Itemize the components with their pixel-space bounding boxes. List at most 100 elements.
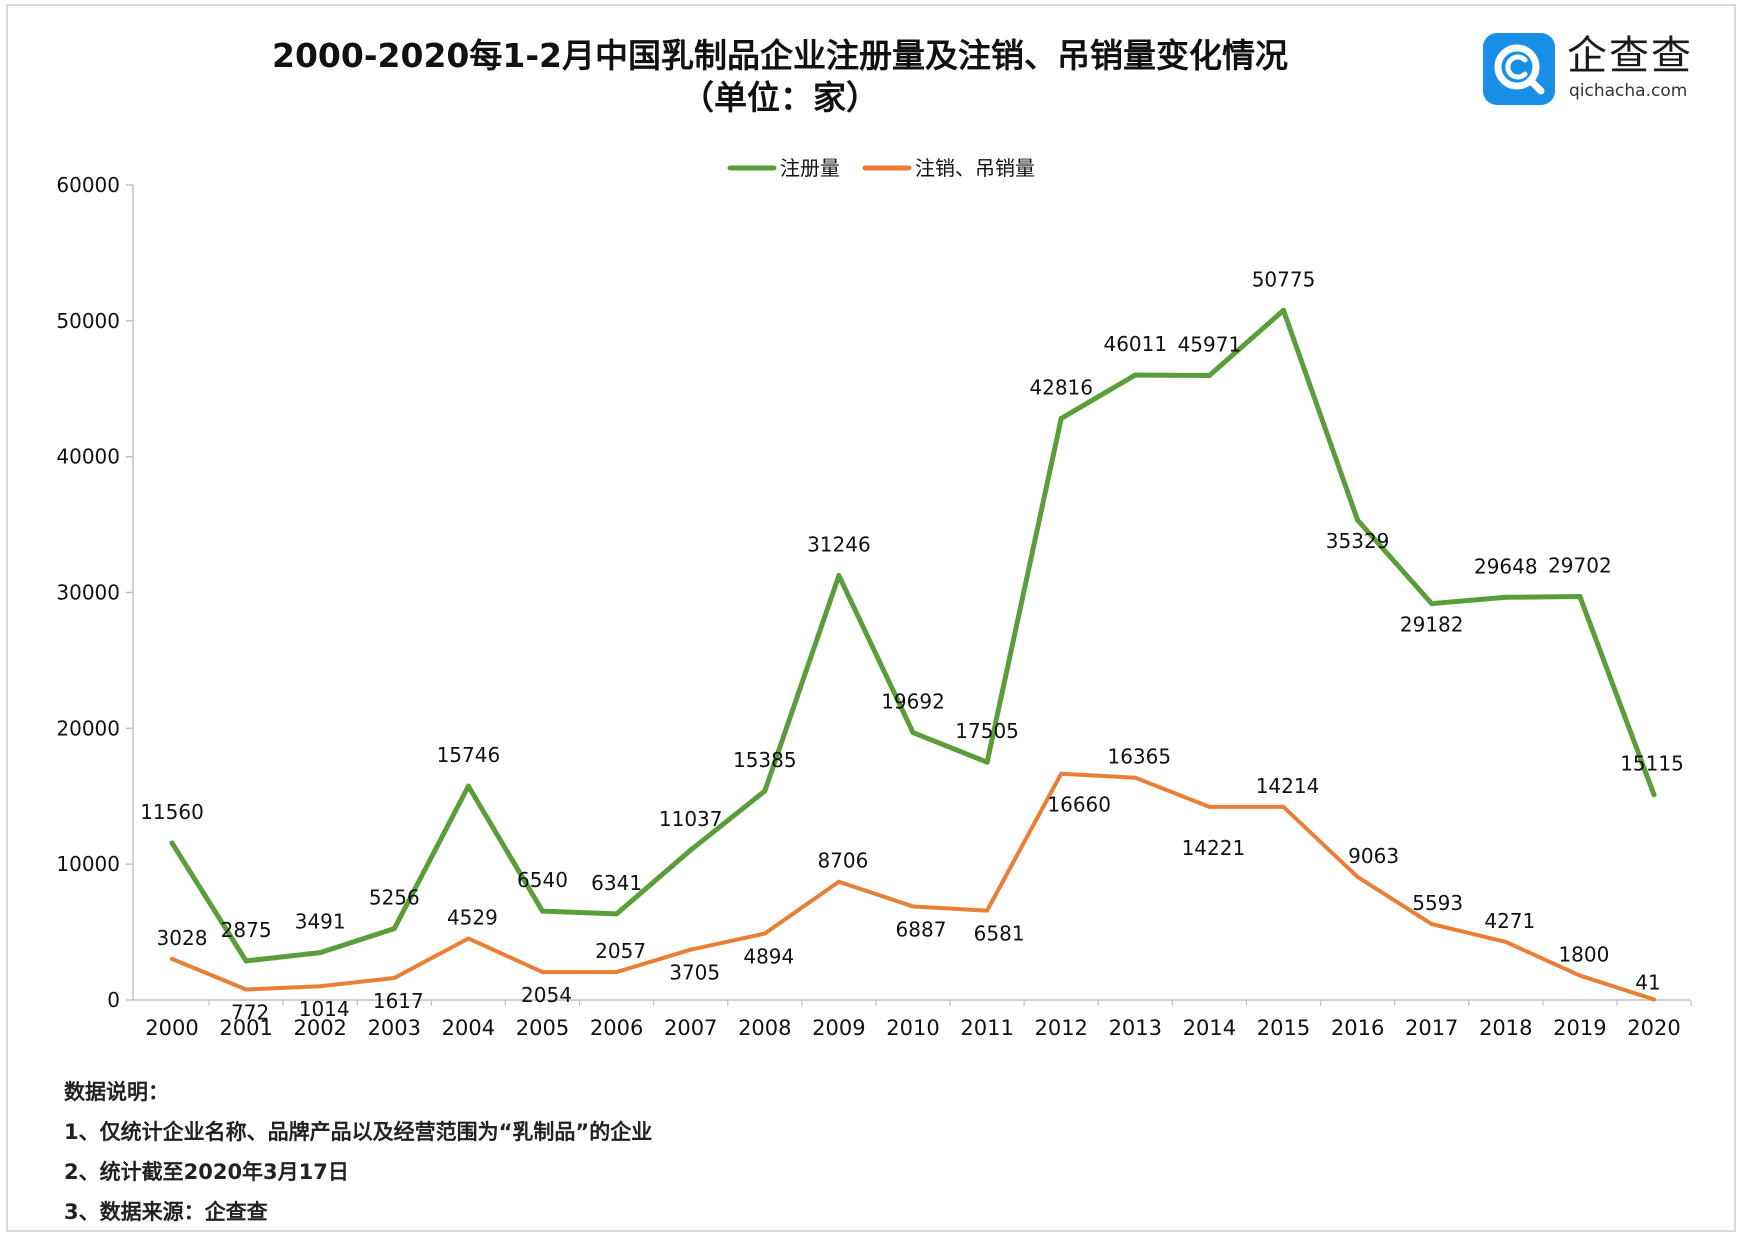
data-point	[1652, 997, 1656, 1002]
data-label-registration: 15115	[1620, 752, 1684, 776]
x-tick-label: 2013	[1109, 1016, 1162, 1040]
x-tick-label: 2006	[590, 1016, 643, 1040]
data-label-registration: 29702	[1548, 554, 1612, 578]
data-label-registration: 15385	[733, 748, 797, 772]
x-tick-label: 2012	[1034, 1016, 1087, 1040]
x-tick-label: 2015	[1257, 1016, 1310, 1040]
data-point	[614, 911, 620, 917]
legend-label-cancellation: 注销、吊销量	[915, 156, 1035, 180]
data-label-registration: 15746	[437, 743, 501, 767]
data-point	[1355, 517, 1361, 523]
x-tick-label: 2011	[960, 1016, 1013, 1040]
data-point	[1429, 922, 1434, 927]
data-label-cancellation: 4271	[1484, 909, 1535, 933]
data-label-registration: 17505	[955, 719, 1019, 743]
data-point	[318, 984, 323, 989]
note-item-1: 1、仅统计企业名称、品牌产品以及经营范围为“乳制品”的企业	[64, 1120, 653, 1144]
x-tick-label: 2007	[664, 1016, 717, 1040]
logo-url: qichacha.com	[1569, 81, 1688, 101]
data-point	[392, 976, 397, 981]
data-label-registration: 50775	[1252, 267, 1316, 291]
y-tick-label: 30000	[56, 581, 120, 605]
data-point	[836, 879, 841, 884]
data-point	[910, 730, 916, 736]
data-point	[1503, 594, 1509, 600]
data-label-cancellation: 9063	[1348, 844, 1399, 868]
x-tick-label: 2004	[442, 1016, 495, 1040]
data-label-registration: 5256	[369, 886, 420, 910]
data-point	[985, 908, 990, 913]
data-point	[169, 840, 175, 846]
data-point	[1281, 307, 1286, 313]
logo-name: 企查查	[1567, 33, 1693, 79]
data-label-registration: 6540	[517, 868, 568, 892]
note-item-2: 2、统计截至2020年3月17日	[64, 1160, 349, 1184]
data-label-cancellation: 8706	[817, 849, 868, 873]
data-point	[984, 759, 990, 765]
data-label-registration: 46011	[1103, 332, 1167, 356]
y-tick-label: 60000	[56, 173, 120, 197]
y-tick-label: 10000	[56, 852, 120, 876]
legend-label-registration: 注册量	[780, 156, 840, 180]
data-point	[1429, 601, 1435, 607]
data-point	[836, 573, 842, 579]
data-point	[762, 931, 767, 936]
x-tick-label: 2010	[886, 1016, 939, 1040]
data-label-cancellation: 6887	[896, 917, 947, 941]
y-tick-label: 40000	[56, 445, 120, 469]
data-point	[540, 908, 545, 914]
y-tick-label: 50000	[56, 309, 120, 333]
x-tick-label: 2005	[516, 1016, 569, 1040]
data-point	[1132, 372, 1138, 378]
x-tick-label: 2016	[1331, 1016, 1384, 1040]
data-point	[614, 970, 619, 975]
x-tick-label: 2000	[145, 1016, 198, 1040]
data-label-registration: 6341	[591, 871, 642, 895]
logo-badge	[1483, 33, 1555, 105]
data-point	[1207, 804, 1212, 809]
data-label-cancellation: 14221	[1182, 836, 1246, 860]
x-tick-label: 2009	[812, 1016, 865, 1040]
data-label-registration: 19692	[881, 690, 945, 714]
chart-subtitle-unit: （单位：家）	[681, 78, 879, 117]
data-label-cancellation: 4894	[743, 945, 794, 969]
x-tick-label: 2001	[219, 1016, 272, 1040]
qichacha-logo: 企查查 qichacha.com	[1483, 33, 1715, 105]
chart-title: 2000-2020每1-2月中国乳制品企业注册量及注销、吊销量变化情况	[271, 36, 1288, 75]
data-label-registration: 45971	[1178, 333, 1242, 357]
data-label-cancellation: 6581	[974, 922, 1025, 946]
data-point	[1355, 874, 1360, 879]
x-tick-label: 2017	[1405, 1016, 1458, 1040]
data-point	[1577, 594, 1583, 600]
x-tick-label: 2003	[368, 1016, 421, 1040]
data-label-cancellation: 2057	[595, 939, 646, 963]
data-label-cancellation: 3705	[669, 961, 720, 985]
data-label-cancellation: 772	[231, 1001, 269, 1025]
data-label-registration: 3491	[295, 910, 346, 934]
data-point	[1058, 415, 1064, 421]
data-point	[762, 788, 768, 794]
data-point	[540, 970, 545, 975]
data-point	[391, 926, 397, 932]
data-label-registration: 2875	[221, 918, 272, 942]
chart-frame	[6, 4, 1736, 1232]
data-label-cancellation: 1800	[1558, 943, 1609, 967]
data-point	[911, 904, 915, 909]
data-label-cancellation: 5593	[1412, 891, 1463, 915]
magnifier-c-icon	[1494, 44, 1545, 95]
y-tick-label: 20000	[56, 716, 120, 740]
data-point	[1503, 939, 1508, 944]
data-label-registration: 31246	[807, 533, 871, 557]
x-tick-label: 2002	[293, 1016, 346, 1040]
data-label-cancellation: 41	[1635, 970, 1660, 994]
data-point	[465, 783, 471, 789]
data-point	[170, 956, 174, 961]
x-tick-label: 2019	[1553, 1016, 1606, 1040]
data-label-cancellation: 1617	[373, 989, 424, 1013]
data-notes: 数据说明： 1、仅统计企业名称、品牌产品以及经营范围为“乳制品”的企业 2、统计…	[64, 1072, 652, 1232]
data-label-registration: 29648	[1474, 554, 1538, 578]
data-point	[243, 958, 249, 964]
x-tick-label: 2018	[1479, 1016, 1532, 1040]
data-label-cancellation: 16660	[1047, 793, 1111, 817]
